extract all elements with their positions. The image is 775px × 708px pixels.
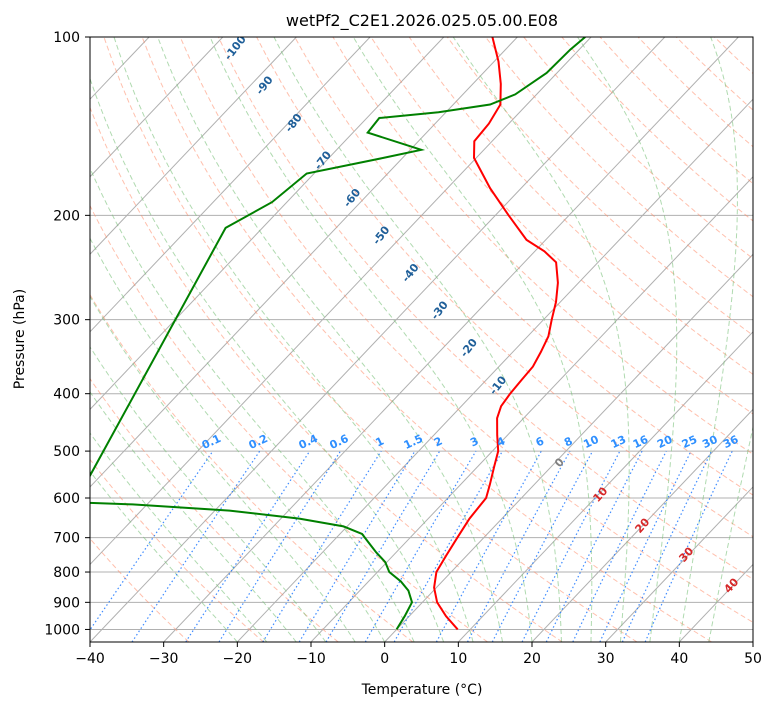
isotherm--20 bbox=[236, 98, 753, 642]
isotherm-lines bbox=[0, 37, 753, 642]
dry-adiabat-0 bbox=[90, 293, 414, 642]
moist-adiabat-36 bbox=[577, 37, 678, 642]
x-tick-label: −30 bbox=[149, 651, 179, 667]
mixing-ratio-line-17 bbox=[644, 450, 733, 642]
isotherm-0 bbox=[384, 253, 753, 642]
mixing-ratio-label: 36 bbox=[721, 433, 741, 451]
y-tick-label: 700 bbox=[53, 531, 80, 547]
x-tick-label: 20 bbox=[523, 651, 541, 667]
dry-adiabat-100 bbox=[370, 37, 753, 415]
x-tick-label: 10 bbox=[449, 651, 467, 667]
moist-adiabat-40 bbox=[678, 37, 738, 642]
y-tick-label: 600 bbox=[53, 491, 80, 507]
isotherm--130 bbox=[0, 37, 2, 642]
y-tick-label: 800 bbox=[53, 565, 80, 581]
chart-title: wetPf2_C2E1.2026.025.05.00.E08 bbox=[286, 11, 558, 31]
moist-adiabat-32 bbox=[452, 37, 630, 642]
y-tick-label: 900 bbox=[53, 595, 80, 611]
x-tick-label: 30 bbox=[597, 651, 615, 667]
mixing-ratio-label: 30 bbox=[700, 433, 720, 451]
x-tick-label: 0 bbox=[380, 651, 389, 667]
mixing-ratio-line-2 bbox=[185, 450, 311, 642]
mixing-ratio-label: 13 bbox=[609, 433, 628, 451]
isotherm-10 bbox=[457, 331, 753, 642]
isotherm--100 bbox=[90, 37, 224, 178]
x-tick-label: 40 bbox=[670, 651, 688, 667]
dry-adiabat--30 bbox=[90, 537, 190, 642]
plot-frame bbox=[89, 36, 754, 643]
x-axis-ticks: −40 −30 −20 −10 0 10 20 30 40 50 bbox=[75, 642, 762, 667]
y-tick-label: 100 bbox=[53, 30, 80, 46]
mixing-ratio-line-3 bbox=[218, 450, 342, 642]
moist-adiabat-24 bbox=[273, 37, 562, 642]
mixing-ratio-line-8 bbox=[393, 450, 504, 642]
isotherm--50 bbox=[90, 37, 592, 566]
mixing-ratio-line-4 bbox=[262, 450, 382, 642]
mixing-ratio-label: 16 bbox=[631, 433, 651, 451]
isotherm-30 bbox=[605, 486, 753, 642]
mixing-ratio-line-0 bbox=[90, 450, 214, 631]
dry-adiabat-20 bbox=[90, 106, 563, 642]
dry-adiabat-60 bbox=[217, 37, 753, 580]
isotherm--60 bbox=[90, 37, 518, 488]
moist-adiabat--8 bbox=[90, 346, 327, 642]
dry-adiabat--20 bbox=[90, 458, 264, 642]
mixing-ratio-label: 10 bbox=[581, 433, 601, 451]
plot-border bbox=[89, 36, 754, 643]
y-tick-label: 300 bbox=[53, 313, 80, 329]
x-tick-label: 50 bbox=[744, 651, 762, 667]
x-tick-label: −40 bbox=[75, 651, 105, 667]
moist-adiabat-28 bbox=[352, 37, 593, 642]
moist-adiabat-20 bbox=[209, 37, 533, 642]
y-axis-ticks: 100 200 300 400 500 600 700 800 900 1000 bbox=[44, 30, 90, 638]
moist-adiabat-4 bbox=[90, 167, 415, 642]
moist-adiabat--20 bbox=[90, 470, 238, 642]
moist-adiabat-lines bbox=[90, 37, 753, 642]
moist-adiabat-44 bbox=[708, 424, 753, 642]
mixing-ratio-lines bbox=[90, 450, 733, 642]
temperature-line bbox=[433, 37, 559, 631]
dry-adiabat-200 bbox=[752, 37, 753, 39]
mixing-ratio-label: 20 bbox=[655, 433, 675, 451]
isotherm--10 bbox=[310, 176, 753, 642]
dewpoint-line bbox=[90, 37, 586, 630]
isotherm--80 bbox=[90, 37, 371, 333]
dry-adiabat-50 bbox=[179, 37, 753, 623]
dry-adiabat-130 bbox=[485, 37, 753, 298]
x-axis-label: Temperature (°C) bbox=[361, 682, 483, 698]
mixing-ratio-line-9 bbox=[435, 450, 542, 642]
dry-adiabat-30 bbox=[103, 37, 638, 642]
y-tick-label: 200 bbox=[53, 208, 80, 224]
mixing-ratio-line-13 bbox=[545, 450, 643, 642]
isotherm-20 bbox=[531, 408, 753, 642]
dry-adiabat-110 bbox=[408, 37, 753, 375]
mixing-ratio-line-5 bbox=[298, 450, 416, 642]
profile-lines bbox=[90, 37, 586, 631]
moist-adiabat-8 bbox=[90, 77, 445, 642]
x-tick-label: −20 bbox=[223, 651, 253, 667]
y-tick-label: 500 bbox=[53, 444, 80, 460]
isotherm--40 bbox=[90, 37, 666, 642]
mixing-ratio-line-14 bbox=[572, 450, 667, 642]
moist-adiabat--12 bbox=[90, 391, 297, 642]
isotherm--70 bbox=[90, 37, 445, 411]
mixing-ratio-line-10 bbox=[466, 450, 571, 642]
dry-adiabat-40 bbox=[141, 37, 712, 642]
mixing-ratio-label: 25 bbox=[680, 433, 699, 451]
moist-adiabat--4 bbox=[90, 295, 356, 642]
dry-adiabat-10 bbox=[90, 204, 488, 642]
isotherm--30 bbox=[163, 37, 739, 642]
moist-adiabat-12 bbox=[113, 37, 474, 642]
moist-adiabat-0 bbox=[90, 237, 386, 642]
y-tick-label: 1000 bbox=[44, 622, 80, 638]
moist-adiabat-16 bbox=[157, 37, 503, 642]
mixing-ratio-line-1 bbox=[131, 450, 261, 642]
isotherm--90 bbox=[90, 37, 297, 256]
y-axis-label: Pressure (hPa) bbox=[12, 289, 28, 389]
x-tick-label: −10 bbox=[296, 651, 326, 667]
y-tick-label: 400 bbox=[53, 387, 80, 403]
dry-adiabat-80 bbox=[294, 37, 753, 496]
isotherm-50 bbox=[752, 641, 753, 642]
